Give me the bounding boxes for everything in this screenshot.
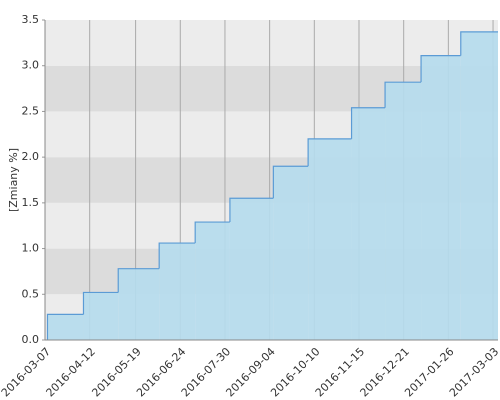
y-tick-label: 1.0 <box>22 242 40 255</box>
area-step <box>195 222 230 340</box>
y-axis-label: [Zmiany %] <box>7 148 20 212</box>
y-tick-label: 2.5 <box>22 104 40 117</box>
line-step <box>307 138 352 167</box>
line-step <box>420 55 461 83</box>
line-step <box>272 165 309 199</box>
area-step <box>385 82 422 341</box>
area-step <box>83 292 119 340</box>
area-step <box>118 268 160 340</box>
area-step <box>460 31 498 341</box>
line-step <box>350 107 386 139</box>
area-step <box>308 138 352 340</box>
area-step <box>229 198 274 340</box>
y-tick-label: 0.5 <box>22 287 40 300</box>
line-step <box>117 268 160 293</box>
y-tick-label: 1.5 <box>22 196 40 209</box>
line-step <box>82 291 119 315</box>
y-tick-label: 3.0 <box>22 59 40 72</box>
area-step <box>351 107 386 341</box>
line-step <box>158 242 196 269</box>
y-tick-label: 2.0 <box>22 150 40 163</box>
line-step <box>46 313 84 340</box>
area-step <box>47 314 84 340</box>
y-tick-label: 3.5 <box>22 13 40 26</box>
line-step <box>460 31 498 56</box>
line-step <box>384 81 422 108</box>
area-step <box>273 166 309 340</box>
line-step <box>229 197 274 223</box>
area-step <box>159 243 196 340</box>
line-step <box>194 221 230 244</box>
area-step <box>421 55 461 341</box>
y-tick-label: 0.0 <box>22 333 40 346</box>
